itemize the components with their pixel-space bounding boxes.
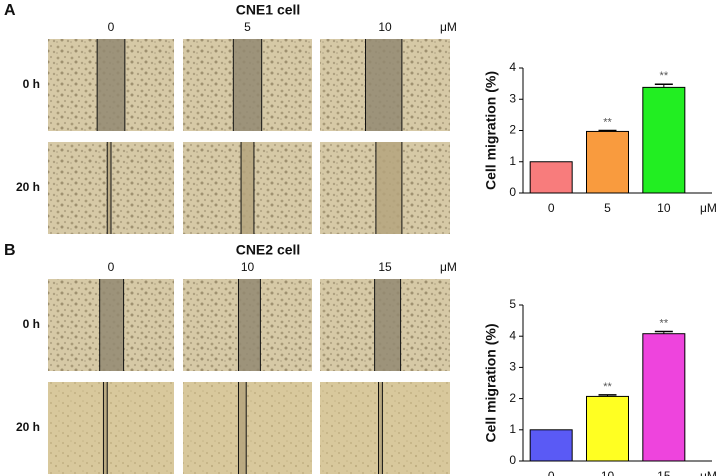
x-tick-label: 0 — [548, 201, 555, 215]
micrograph — [183, 382, 312, 474]
y-tick-label: 5 — [509, 297, 516, 311]
y-tick-label: 4 — [509, 328, 516, 342]
wound-gap — [241, 142, 254, 234]
panel-title: CNE2 cell — [236, 242, 301, 258]
x-tick-label: 15 — [657, 469, 671, 476]
y-tick-label: 3 — [509, 91, 516, 105]
column-label: 10 — [378, 20, 392, 34]
wound-gap — [103, 382, 108, 474]
bar — [586, 130, 629, 194]
y-axis-label: Cell migration (%) — [483, 323, 499, 442]
row-label: 0 h — [23, 317, 40, 331]
y-tick-label: 3 — [509, 360, 516, 374]
bar — [642, 86, 686, 194]
wound-gap — [238, 279, 261, 371]
wound-gap — [378, 382, 383, 474]
row-label: 20 h — [16, 180, 40, 194]
bar — [586, 395, 629, 462]
unit-label: μM — [440, 20, 457, 34]
y-tick-label: 2 — [509, 391, 516, 405]
row-label: 20 h — [16, 420, 40, 434]
bar — [642, 333, 686, 462]
wound-gap — [374, 279, 401, 371]
y-tick-label: 1 — [509, 422, 516, 436]
y-tick-label: 0 — [509, 453, 516, 467]
x-unit-label: μM — [700, 469, 717, 476]
wound-gap — [99, 279, 124, 371]
row-label: 0 h — [23, 77, 40, 91]
significance-label: ** — [603, 381, 612, 393]
unit-label: μM — [440, 260, 457, 274]
wound-gap — [375, 142, 402, 234]
micrograph — [48, 382, 174, 474]
wound-gap — [233, 39, 262, 131]
x-tick-label: 5 — [604, 201, 611, 215]
bar — [529, 161, 573, 194]
x-tick-label: 10 — [657, 201, 671, 215]
y-tick-label: 2 — [509, 123, 516, 137]
significance-label: ** — [603, 116, 612, 128]
x-tick-label: 10 — [601, 469, 615, 476]
y-tick-label: 1 — [509, 154, 516, 168]
wound-gap — [365, 39, 402, 131]
micrograph — [320, 382, 450, 474]
panel-title: CNE1 cell — [236, 2, 301, 18]
y-axis-label: Cell migration (%) — [483, 71, 499, 190]
wound-gap — [97, 39, 125, 131]
wound-gap — [107, 142, 111, 234]
x-tick-label: 0 — [548, 469, 555, 476]
x-unit-label: μM — [700, 201, 717, 215]
column-label: 0 — [108, 260, 115, 274]
column-label: 5 — [244, 20, 251, 34]
column-label: 0 — [108, 20, 115, 34]
column-label: 15 — [378, 260, 392, 274]
y-tick-label: 4 — [509, 60, 516, 74]
panel-label: A — [4, 2, 16, 19]
panel-label: B — [4, 242, 16, 259]
significance-label: ** — [660, 317, 669, 329]
significance-label: ** — [660, 70, 669, 82]
wound-gap — [238, 382, 247, 474]
y-tick-label: 0 — [509, 185, 516, 199]
bar — [529, 429, 573, 462]
column-label: 10 — [241, 260, 255, 274]
